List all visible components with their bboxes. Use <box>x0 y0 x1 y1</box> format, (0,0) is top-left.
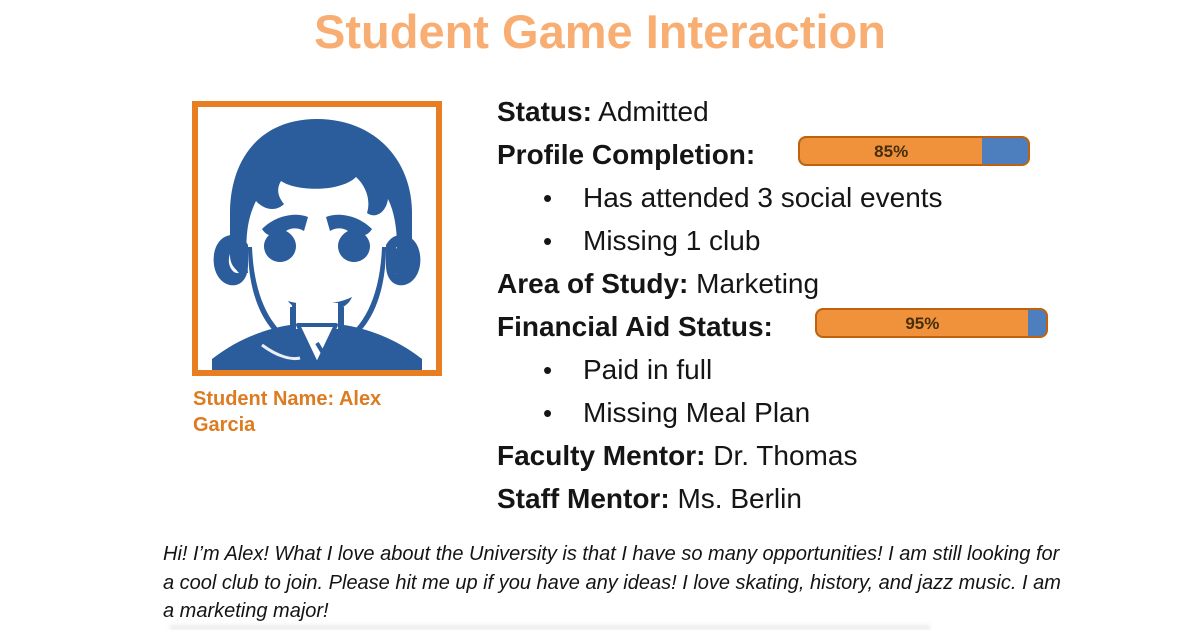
bullet-text: Missing Meal Plan <box>583 397 811 428</box>
financial-bullet-paid: • Paid in full <box>497 348 1097 391</box>
bullet-icon: • <box>543 183 553 213</box>
bullet-text: Paid in full <box>583 354 713 385</box>
profile-completion-percent: 85% <box>874 141 909 161</box>
faculty-mentor-label: Faculty Mentor: <box>497 440 706 471</box>
page-title: Student Game Interaction <box>314 5 886 58</box>
profile-completion-progress-fill: 85% <box>800 138 983 164</box>
staff-mentor-label: Staff Mentor: <box>497 483 670 514</box>
area-of-study-row: Area of Study: Marketing <box>497 262 1097 305</box>
profile-bullet-missing-club: • Missing 1 club <box>497 219 1097 262</box>
faculty-mentor-value: Dr. Thomas <box>713 440 858 471</box>
bullet-icon: • <box>543 226 553 256</box>
profile-bullet-social-events: • Has attended 3 social events <box>497 176 1097 219</box>
bottom-edge-artifact <box>170 625 930 630</box>
staff-mentor-row: Staff Mentor: Ms. Berlin <box>497 477 1097 520</box>
area-of-study-value: Marketing <box>696 268 820 299</box>
staff-mentor-value: Ms. Berlin <box>677 483 802 514</box>
bullet-icon: • <box>543 398 553 428</box>
student-avatar-icon <box>212 119 422 370</box>
status-label: Status: <box>497 96 592 127</box>
bullet-text: Missing 1 club <box>583 225 761 256</box>
profile-completion-label: Profile Completion: <box>497 139 756 170</box>
profile-completion-progressbar: 85% <box>798 136 1030 166</box>
profile-completion-row: Profile Completion: 85% <box>497 133 1097 176</box>
financial-aid-progressbar: 95% <box>815 308 1048 338</box>
financial-bullet-meal-plan: • Missing Meal Plan <box>497 391 1097 434</box>
faculty-mentor-row: Faculty Mentor: Dr. Thomas <box>497 434 1097 477</box>
student-avatar-frame <box>192 101 442 376</box>
student-bio-text: Hi! I’m Alex! What I love about the Univ… <box>163 543 1061 622</box>
bullet-text: Has attended 3 social events <box>583 182 943 213</box>
financial-aid-row: Financial Aid Status: 95% <box>497 305 1097 348</box>
student-details-panel: Status: Admitted Profile Completion: 85%… <box>497 90 1097 520</box>
bullet-icon: • <box>543 355 553 385</box>
financial-aid-progress-fill: 95% <box>817 310 1028 336</box>
status-row: Status: Admitted <box>497 90 1097 133</box>
student-name-caption: Student Name: Alex Garcia <box>193 388 382 436</box>
financial-aid-label: Financial Aid Status: <box>497 311 773 342</box>
area-of-study-label: Area of Study: <box>497 268 689 299</box>
financial-aid-percent: 95% <box>905 313 940 333</box>
status-value: Admitted <box>598 96 709 127</box>
